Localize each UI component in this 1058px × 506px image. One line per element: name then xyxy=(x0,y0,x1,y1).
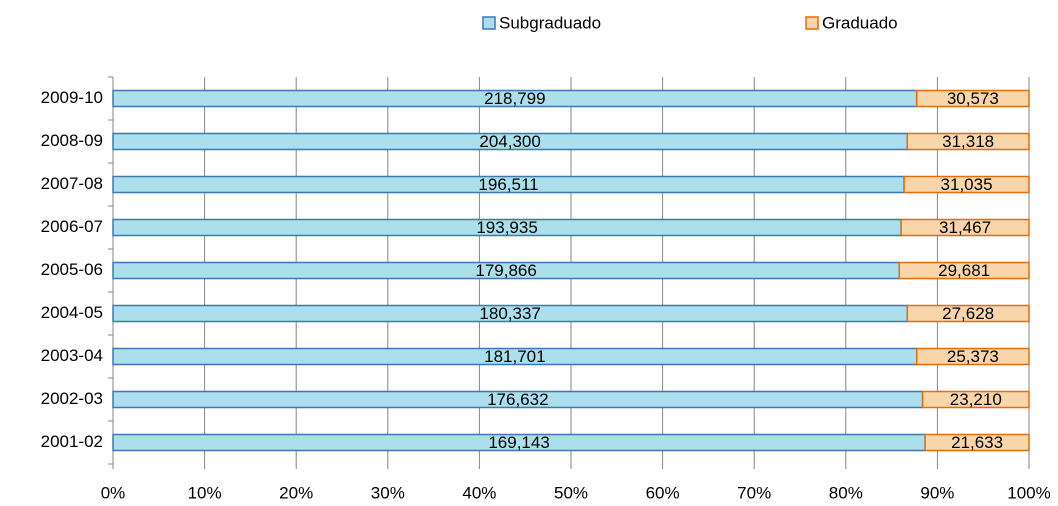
y-tick-label: 2001-02 xyxy=(41,432,103,451)
y-tick-label: 2002-03 xyxy=(41,389,103,408)
value-label: 31,318 xyxy=(942,132,994,151)
x-tick-label: 60% xyxy=(646,483,680,502)
bar-segment xyxy=(916,347,1030,366)
value-label: 180,337 xyxy=(479,304,540,323)
x-tick-label: 20% xyxy=(279,483,313,502)
y-tick-label: 2006-07 xyxy=(41,217,103,236)
value-label: 176,632 xyxy=(487,390,548,409)
y-tick-label: 2007-08 xyxy=(41,174,103,193)
x-tick-label: 50% xyxy=(554,483,588,502)
x-tick-label: 70% xyxy=(737,483,771,502)
y-tick-label: 2008-09 xyxy=(41,131,103,150)
bar-segment xyxy=(898,261,1030,280)
value-label: 25,373 xyxy=(947,347,999,366)
value-label: 21,633 xyxy=(951,433,1003,452)
value-label: 23,210 xyxy=(950,390,1002,409)
y-tick-label: 2009-10 xyxy=(41,88,103,107)
bar-segment xyxy=(906,304,1030,323)
bar-segment xyxy=(903,175,1030,194)
legend-label: Subgraduado xyxy=(499,13,601,32)
x-tick-label: 80% xyxy=(829,483,863,502)
value-label: 169,143 xyxy=(488,433,549,452)
value-label: 30,573 xyxy=(947,89,999,108)
x-tick-label: 10% xyxy=(188,483,222,502)
value-label: 181,701 xyxy=(484,347,545,366)
x-tick-label: 30% xyxy=(371,483,405,502)
value-label: 193,935 xyxy=(476,218,537,237)
x-tick-label: 40% xyxy=(462,483,496,502)
bar-segment xyxy=(906,132,1030,151)
legend-label: Graduado xyxy=(822,13,898,32)
legend-swatch xyxy=(482,16,496,30)
value-label: 31,035 xyxy=(941,175,993,194)
legend-swatch xyxy=(805,16,819,30)
value-label: 31,467 xyxy=(939,218,991,237)
bar-segment xyxy=(924,433,1030,452)
y-tick-label: 2005-06 xyxy=(41,260,103,279)
x-tick-label: 90% xyxy=(920,483,954,502)
x-tick-label: 100% xyxy=(1007,483,1050,502)
bar-segment xyxy=(900,218,1030,237)
value-label: 27,628 xyxy=(942,304,994,323)
value-label: 204,300 xyxy=(479,132,540,151)
y-tick-label: 2003-04 xyxy=(41,346,103,365)
y-tick-label: 2004-05 xyxy=(41,303,103,322)
bar-segment xyxy=(915,89,1030,108)
value-label: 179,866 xyxy=(475,261,536,280)
value-label: 196,511 xyxy=(478,175,538,194)
value-label: 29,681 xyxy=(938,261,990,280)
x-tick-label: 0% xyxy=(101,483,126,502)
value-label: 218,799 xyxy=(484,89,545,108)
bar-segment xyxy=(921,390,1030,409)
